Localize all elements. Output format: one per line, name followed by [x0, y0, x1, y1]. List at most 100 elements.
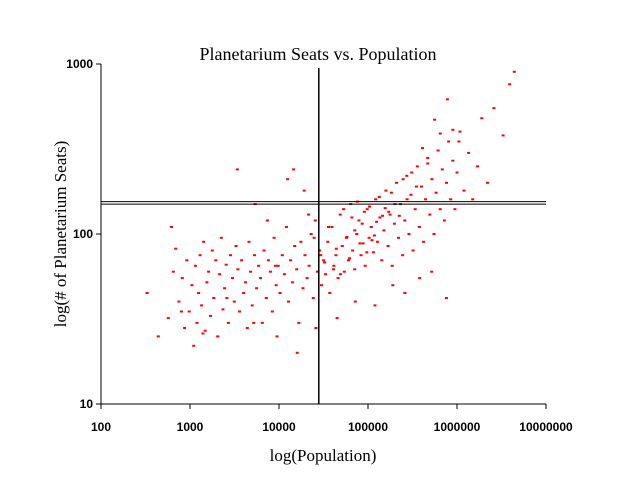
data-point: [250, 304, 254, 307]
data-point: [166, 317, 170, 320]
data-point: [334, 254, 338, 257]
data-point: [291, 281, 295, 284]
data-point: [297, 321, 301, 324]
data-point: [236, 268, 240, 271]
data-point: [350, 216, 354, 219]
data-point: [438, 132, 442, 135]
data-point: [405, 198, 409, 201]
data-point: [351, 249, 355, 252]
x-tick-label: 1000000: [434, 420, 481, 434]
data-point: [324, 273, 328, 276]
data-point: [156, 335, 160, 338]
data-point: [328, 292, 332, 294]
data-point: [436, 149, 440, 152]
data-point: [353, 268, 357, 271]
data-point: [322, 259, 326, 262]
data-point: [384, 189, 388, 192]
data-point: [323, 261, 327, 264]
data-point: [205, 281, 209, 284]
data-point: [345, 236, 349, 238]
data-point: [245, 327, 249, 329]
data-point: [338, 213, 342, 216]
data-point: [192, 344, 196, 347]
data-point: [447, 140, 451, 143]
data-point: [440, 168, 444, 171]
data-point: [359, 254, 363, 257]
data-point: [458, 130, 462, 133]
data-point: [198, 254, 202, 257]
data-point: [409, 193, 413, 196]
data-point: [403, 219, 407, 222]
data-point: [353, 229, 357, 232]
data-point: [265, 219, 269, 222]
data-point: [200, 304, 204, 307]
data-point: [421, 147, 424, 150]
data-point: [501, 134, 505, 137]
data-point: [444, 297, 448, 299]
data-point: [242, 292, 246, 294]
data-point: [307, 213, 311, 216]
y-axis-ticks: 10 100 1000: [66, 57, 101, 411]
data-point: [187, 310, 191, 313]
data-point: [226, 321, 230, 324]
data-point: [223, 287, 227, 290]
data-point: [355, 233, 359, 235]
data-point: [320, 284, 323, 287]
data-point: [275, 335, 279, 338]
reference-lines: [101, 68, 546, 404]
data-point: [234, 245, 238, 247]
data-point: [229, 254, 232, 257]
x-tick-label: 100000: [348, 420, 388, 434]
data-point: [268, 270, 272, 273]
data-point: [391, 284, 395, 287]
data-point: [287, 300, 290, 303]
data-point: [376, 240, 379, 243]
data-point: [326, 240, 330, 243]
data-point: [302, 189, 306, 192]
x-tick-label: 10000000: [519, 420, 573, 434]
data-point: [244, 281, 247, 284]
data-point: [240, 259, 244, 262]
data-point: [224, 263, 228, 266]
data-point: [512, 70, 516, 73]
data-point: [257, 264, 261, 267]
data-point: [368, 205, 371, 208]
data-point: [264, 297, 268, 299]
data-point: [451, 128, 455, 131]
data-point: [420, 185, 423, 188]
data-point: [462, 189, 466, 192]
data-point: [417, 226, 421, 228]
data-point: [360, 222, 364, 225]
data-point: [180, 277, 184, 280]
data-point: [338, 273, 342, 276]
data-point: [438, 208, 442, 211]
data-points: [145, 70, 516, 354]
data-point: [347, 259, 350, 262]
data-point: [319, 254, 323, 257]
data-point: [262, 249, 266, 252]
data-point: [387, 210, 391, 213]
data-point: [342, 270, 346, 273]
data-point: [365, 251, 369, 254]
data-point: [383, 207, 387, 210]
data-point: [508, 83, 512, 86]
data-point: [255, 287, 259, 290]
data-point: [365, 208, 369, 211]
data-point: [286, 178, 290, 181]
data-point: [334, 247, 338, 250]
data-point: [174, 247, 178, 250]
data-point: [314, 327, 318, 329]
data-point: [295, 351, 299, 354]
data-point: [284, 226, 288, 228]
data-point: [492, 107, 496, 110]
data-point: [201, 332, 205, 335]
x-axis-ticks: 100 1000 10000 100000 1000000 10000000: [91, 404, 573, 434]
data-point: [225, 297, 229, 299]
data-point: [361, 242, 365, 245]
data-point: [428, 213, 432, 216]
data-point: [358, 242, 362, 245]
data-point: [259, 277, 262, 280]
data-point: [397, 214, 401, 217]
data-point: [177, 300, 181, 303]
data-point: [445, 98, 449, 101]
